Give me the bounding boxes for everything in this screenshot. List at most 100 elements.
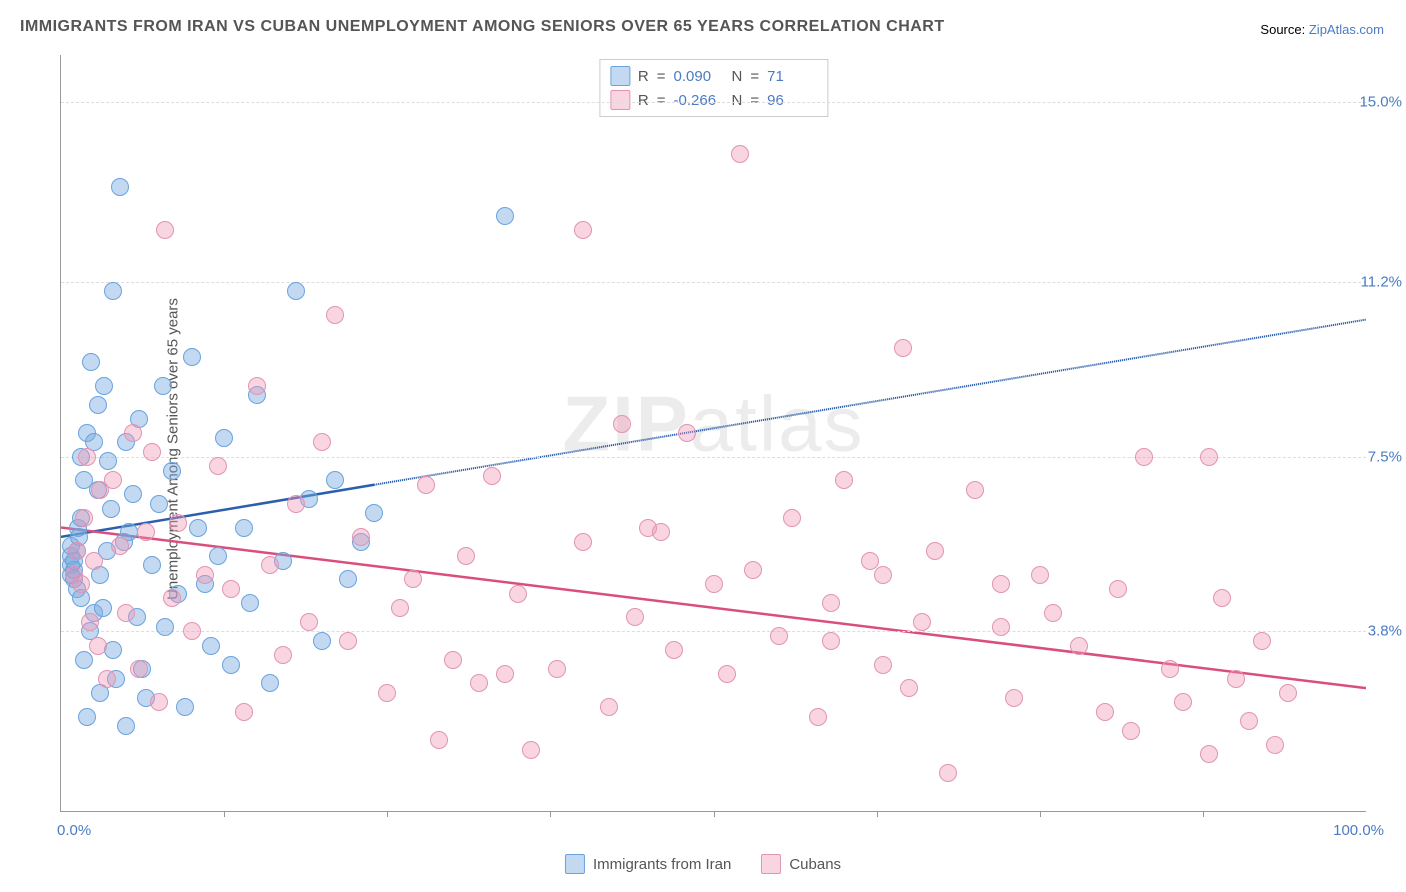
- gridline: [61, 102, 1366, 103]
- scatter-point-cubans: [261, 556, 279, 574]
- y-tick-label: 3.8%: [1342, 623, 1402, 640]
- scatter-point-cubans: [72, 575, 90, 593]
- scatter-point-iran: [104, 282, 122, 300]
- scatter-point-cubans: [75, 509, 93, 527]
- x-tick: [387, 811, 388, 817]
- scatter-point-cubans: [1031, 566, 1049, 584]
- scatter-point-cubans: [430, 731, 448, 749]
- r-value-cubans: -0.266: [674, 92, 724, 109]
- scatter-point-cubans: [783, 509, 801, 527]
- x-tick: [224, 811, 225, 817]
- plot-region: ZIPatlas R=0.090N=71R=-0.266N=96 0.0% 10…: [60, 55, 1366, 812]
- scatter-point-iran: [154, 377, 172, 395]
- scatter-point-cubans: [678, 424, 696, 442]
- scatter-point-iran: [82, 353, 100, 371]
- scatter-point-cubans: [196, 566, 214, 584]
- scatter-point-cubans: [1200, 745, 1218, 763]
- scatter-point-cubans: [809, 708, 827, 726]
- scatter-point-cubans: [992, 575, 1010, 593]
- scatter-point-cubans: [150, 693, 168, 711]
- scatter-point-cubans: [89, 637, 107, 655]
- scatter-point-cubans: [600, 698, 618, 716]
- n-label: N: [732, 92, 743, 109]
- scatter-point-iran: [183, 348, 201, 366]
- legend-swatch-cubans: [761, 854, 781, 874]
- scatter-point-cubans: [744, 561, 762, 579]
- scatter-point-iran: [124, 485, 142, 503]
- scatter-point-cubans: [417, 476, 435, 494]
- scatter-point-cubans: [966, 481, 984, 499]
- legend-swatch-cubans: [610, 90, 630, 110]
- y-tick-label: 15.0%: [1342, 94, 1402, 111]
- scatter-point-cubans: [111, 537, 129, 555]
- scatter-point-cubans: [509, 585, 527, 603]
- n-label: N: [732, 68, 743, 85]
- scatter-point-cubans: [1227, 670, 1245, 688]
- scatter-point-cubans: [391, 599, 409, 617]
- scatter-point-cubans: [444, 651, 462, 669]
- scatter-point-cubans: [1213, 589, 1231, 607]
- scatter-point-cubans: [1200, 448, 1218, 466]
- y-tick-label: 7.5%: [1342, 448, 1402, 465]
- source-link[interactable]: ZipAtlas.com: [1309, 22, 1384, 37]
- scatter-point-iran: [209, 547, 227, 565]
- scatter-point-cubans: [522, 741, 540, 759]
- scatter-point-iran: [78, 708, 96, 726]
- scatter-point-cubans: [574, 221, 592, 239]
- scatter-point-cubans: [1109, 580, 1127, 598]
- x-axis-min-label: 0.0%: [57, 822, 91, 839]
- scatter-point-iran: [143, 556, 161, 574]
- scatter-point-cubans: [770, 627, 788, 645]
- chart-area: Unemployment Among Seniors over 65 years…: [50, 55, 1406, 842]
- gridline: [61, 457, 1366, 458]
- scatter-point-cubans: [718, 665, 736, 683]
- scatter-point-cubans: [1122, 722, 1140, 740]
- x-tick: [1203, 811, 1204, 817]
- scatter-point-iran: [75, 651, 93, 669]
- scatter-point-iran: [94, 599, 112, 617]
- scatter-point-cubans: [352, 528, 370, 546]
- scatter-point-iran: [215, 429, 233, 447]
- scatter-point-cubans: [705, 575, 723, 593]
- scatter-point-iran: [117, 717, 135, 735]
- scatter-point-iran: [326, 471, 344, 489]
- scatter-point-iran: [99, 452, 117, 470]
- scatter-point-cubans: [130, 660, 148, 678]
- scatter-point-iran: [102, 500, 120, 518]
- scatter-point-cubans: [613, 415, 631, 433]
- scatter-point-cubans: [169, 514, 187, 532]
- eq: =: [657, 68, 666, 85]
- scatter-point-cubans: [992, 618, 1010, 636]
- legend-item-iran: Immigrants from Iran: [565, 854, 731, 874]
- scatter-point-iran: [89, 396, 107, 414]
- n-value-cubans: 96: [767, 92, 817, 109]
- scatter-point-iran: [111, 178, 129, 196]
- scatter-point-cubans: [156, 221, 174, 239]
- legend-item-cubans: Cubans: [761, 854, 841, 874]
- scatter-point-iran: [313, 632, 331, 650]
- scatter-point-cubans: [326, 306, 344, 324]
- scatter-point-cubans: [68, 542, 86, 560]
- scatter-point-cubans: [339, 632, 357, 650]
- scatter-point-cubans: [78, 448, 96, 466]
- scatter-point-cubans: [143, 443, 161, 461]
- scatter-point-cubans: [665, 641, 683, 659]
- x-tick: [714, 811, 715, 817]
- x-axis-max-label: 100.0%: [1333, 822, 1384, 839]
- source-label: Source:: [1260, 22, 1305, 37]
- scatter-point-iran: [163, 462, 181, 480]
- scatter-point-cubans: [98, 670, 116, 688]
- scatter-point-cubans: [926, 542, 944, 560]
- r-label: R: [638, 68, 649, 85]
- trendlines-layer: [61, 55, 1366, 811]
- eq: =: [657, 92, 666, 109]
- scatter-point-cubans: [81, 613, 99, 631]
- x-tick: [550, 811, 551, 817]
- scatter-point-cubans: [1240, 712, 1258, 730]
- scatter-point-cubans: [85, 552, 103, 570]
- scatter-point-cubans: [470, 674, 488, 692]
- scatter-point-cubans: [457, 547, 475, 565]
- legend-swatch-iran: [565, 854, 585, 874]
- r-value-iran: 0.090: [674, 68, 724, 85]
- eq: =: [750, 68, 759, 85]
